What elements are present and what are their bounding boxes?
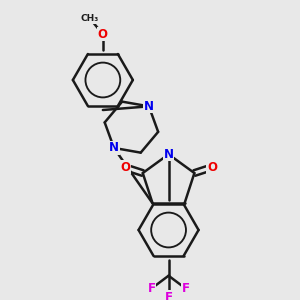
Text: O: O (120, 161, 130, 174)
Text: O: O (98, 28, 108, 41)
Text: F: F (182, 282, 190, 295)
Text: F: F (165, 291, 172, 300)
Text: CH₃: CH₃ (81, 14, 99, 23)
Text: N: N (144, 100, 154, 113)
Text: N: N (109, 141, 119, 154)
Text: N: N (164, 148, 174, 161)
Text: F: F (147, 282, 155, 295)
Text: O: O (207, 161, 217, 174)
